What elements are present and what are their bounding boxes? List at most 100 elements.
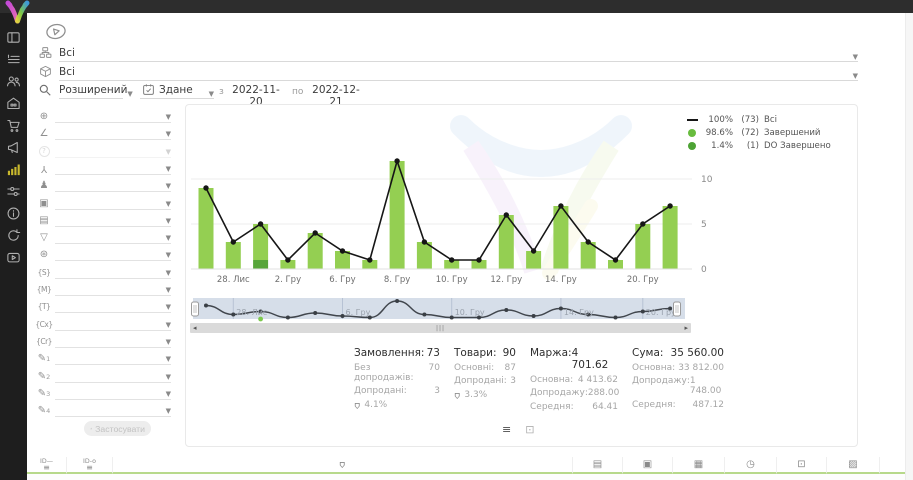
settings-sliders-icon: [7, 186, 20, 197]
sidebar-item-warehouse[interactable]: [4, 96, 24, 111]
category-filter-dropdown[interactable]: Всі ▼: [59, 44, 858, 62]
filter-row-funnel: ▽ ▼: [33, 227, 171, 245]
svg-text:10: 10: [701, 175, 713, 185]
filter-dropdown[interactable]: ▼: [55, 165, 171, 175]
table-header-id-list[interactable]: ID— ≡: [27, 457, 67, 474]
svg-text:0: 0: [701, 265, 707, 275]
stat-value: 35 560.00: [670, 347, 724, 359]
chart-navigator[interactable]: 28. Лис 6. Гру 10. Гру 14. Гру 20. Гру: [187, 291, 717, 325]
filter-dropdown[interactable]: ▼: [55, 286, 171, 296]
stat-column-total: Сума: 35 560.00 Основна: 33 812.00 Допродажу…: [632, 347, 724, 412]
filter-dropdown[interactable]: ▼: [55, 321, 171, 331]
sidebar-item-dashboard[interactable]: [4, 30, 24, 45]
package-icon: ▣: [39, 197, 49, 209]
analytics-icon: [7, 164, 20, 176]
navigator-right-handle[interactable]: [673, 301, 681, 317]
sidebar-item-video[interactable]: [4, 250, 24, 265]
filter-dropdown[interactable]: ▼: [55, 130, 171, 141]
calendar-icon: ▦: [693, 459, 704, 470]
sidebar-item-marketing[interactable]: [4, 140, 24, 155]
chevron-down-icon: ▼: [165, 407, 171, 416]
table-header-package[interactable]: ▣: [623, 457, 673, 474]
filter-dropdown[interactable]: ▼: [55, 303, 171, 314]
filter-dropdown[interactable]: ▼: [55, 200, 171, 210]
sidebar-item-settings-sliders[interactable]: [4, 184, 24, 199]
stat-sub-row: Основні: 87: [454, 362, 516, 373]
scroll-right-arrow-icon[interactable]: ▸: [684, 324, 688, 332]
sidebar-item-info[interactable]: [4, 206, 24, 221]
svg-text:12. Гру: 12. Гру: [490, 275, 522, 285]
world-icon: ⊕: [39, 111, 49, 122]
table-header-basket[interactable]: ⌂: [113, 457, 573, 474]
product-filter-dropdown[interactable]: Всі ▼: [59, 63, 858, 81]
date-field-value: Здане: [159, 84, 193, 96]
stat-sub-row: Без допродажів: 70: [354, 362, 440, 383]
summary-stats: Замовлення: 73 Без допродажів: 70 Допродані:…: [354, 347, 724, 412]
sidebar-item-orders-list[interactable]: [4, 52, 24, 67]
pencil-icon: ✎4: [37, 405, 51, 417]
date-field-dropdown[interactable]: Здане ▼: [140, 82, 214, 99]
table-header-calendar-dot[interactable]: ⊡: [777, 457, 827, 474]
brace-t-icon: {T}: [37, 302, 51, 312]
svg-text:28. Лис: 28. Лис: [236, 308, 267, 317]
chevron-down-icon: ▼: [165, 130, 171, 139]
chart-legend: 100% (73) Всі 98.6% (72) Завершений 1.4% (1) DO …: [685, 113, 845, 152]
legend-item-do-завершено[interactable]: 1.4% (1) DO Завершено: [685, 139, 845, 152]
filter-dropdown[interactable]: ▼: [55, 355, 171, 366]
sidebar-item-sync[interactable]: [4, 228, 24, 243]
filter-dropdown[interactable]: ▼: [55, 234, 171, 245]
date-from-label: з: [219, 87, 224, 97]
svg-text:8. Гру: 8. Гру: [384, 275, 410, 285]
legend-item-завершений[interactable]: 98.6% (72) Завершений: [685, 126, 845, 139]
id-link-icon: ID-o ≡: [83, 457, 96, 472]
video-icon: [7, 252, 20, 263]
filter-dropdown[interactable]: ▼: [55, 373, 171, 383]
navigator-left-handle[interactable]: [191, 301, 199, 317]
page-scrollbar-track[interactable]: [905, 13, 913, 480]
chevron-down-icon: ▼: [208, 90, 214, 98]
cube-view-icon[interactable]: ⊡: [525, 423, 535, 436]
filter-dropdown[interactable]: ▼: [55, 113, 171, 123]
table-header-calendar-edit[interactable]: ▨: [827, 457, 880, 474]
filter-dropdown[interactable]: ▼: [55, 338, 171, 348]
search-icon[interactable]: [38, 83, 52, 97]
top-bar: [0, 0, 913, 13]
filter-dropdown[interactable]: ▼: [55, 148, 171, 158]
table-header-id-link[interactable]: ID-o ≡: [67, 457, 113, 474]
brace-s-icon: {S}: [37, 267, 51, 277]
table-header-calendar[interactable]: ▦: [673, 457, 725, 474]
filter-row-person: ♟ ▼: [33, 175, 171, 193]
filter-dropdown[interactable]: ▼: [55, 407, 171, 418]
filter-dropdown[interactable]: ▼: [55, 217, 171, 227]
sidebar-item-cart[interactable]: [4, 118, 24, 133]
filter-dropdown[interactable]: ▼: [55, 390, 171, 400]
chart-scrollbar[interactable]: ◂ ||| ▸: [190, 323, 691, 333]
chevron-down-icon: ▼: [165, 113, 171, 121]
search-mode-dropdown[interactable]: Розширений ▼: [59, 82, 133, 99]
filter-row-brace-s: {S} ▼: [33, 262, 171, 279]
view-toggles: ≡ ⊡: [502, 423, 534, 436]
chevron-down-icon: ▼: [165, 286, 171, 294]
app-logo[interactable]: [4, 0, 31, 26]
filter-row-money: ▤ ▼: [33, 210, 171, 227]
scrollbar-grip[interactable]: |||: [435, 324, 446, 332]
person-icon: ♟: [39, 180, 49, 192]
play-badge-icon[interactable]: [43, 21, 68, 42]
filter-dropdown[interactable]: ▼: [55, 269, 171, 279]
scroll-left-arrow-icon[interactable]: ◂: [193, 324, 197, 332]
filter-dropdown[interactable]: ▼: [55, 182, 171, 193]
legend-item-всі[interactable]: 100% (73) Всі: [685, 113, 845, 126]
chevron-down-icon: ▼: [127, 90, 133, 98]
sidebar-item-analytics[interactable]: [4, 162, 24, 177]
filter-row-pencil: ✎2 ▼: [33, 366, 171, 383]
orders-chart-plot[interactable]: 0 5 10 28. Лис 2. Гру 6. Гру 8. Гру 10. Гру 12. …: [187, 145, 717, 293]
package-icon: ▣: [642, 459, 653, 470]
list-view-icon[interactable]: ≡: [502, 423, 512, 436]
chevron-down-icon: ▼: [165, 164, 171, 173]
chevron-down-icon: ▼: [165, 234, 171, 243]
apply-filters-button[interactable]: Застосувати: [84, 421, 151, 436]
table-header-clock[interactable]: ◷: [725, 457, 777, 474]
sidebar-item-customers[interactable]: [4, 74, 24, 89]
table-header-money[interactable]: ▤: [573, 457, 623, 474]
filter-dropdown[interactable]: ▼: [55, 251, 171, 262]
